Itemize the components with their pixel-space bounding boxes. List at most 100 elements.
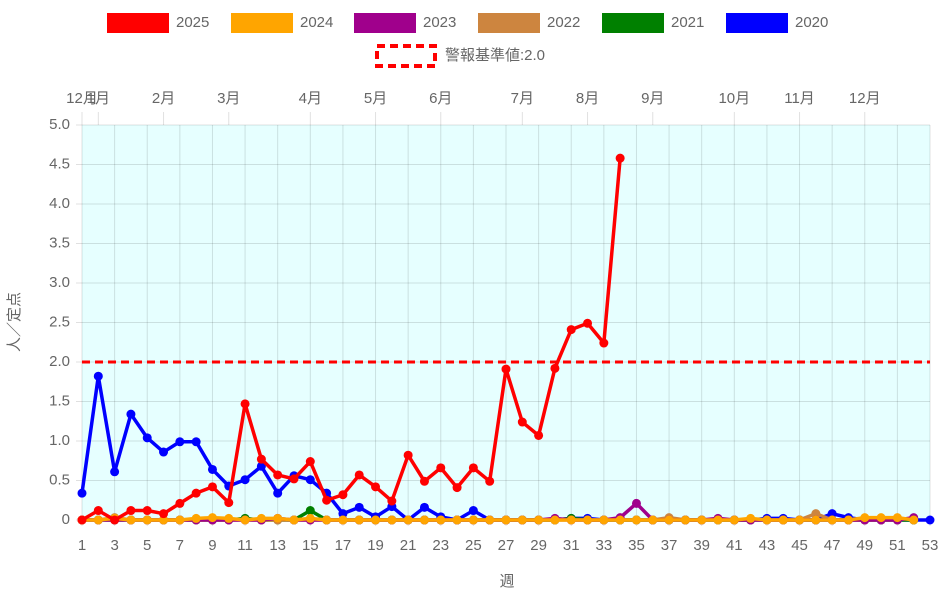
legend-label: 2023: [423, 14, 456, 31]
data-point: [631, 498, 641, 508]
legend-swatch: [726, 13, 788, 33]
x-tick-label: 33: [596, 537, 613, 554]
x2-tick-label: 7月: [511, 90, 534, 107]
x-tick-label: 5: [143, 537, 151, 554]
x-tick-label: 19: [367, 537, 384, 554]
x2-tick-label: 11月: [784, 90, 815, 107]
data-point: [175, 515, 185, 525]
data-point: [892, 513, 902, 523]
data-point: [403, 515, 413, 525]
data-point: [746, 513, 756, 523]
legend-swatch: [375, 44, 437, 68]
y-tick-label: 2.5: [49, 313, 70, 330]
data-point: [387, 515, 397, 525]
legend-label: 2022: [547, 14, 580, 31]
y-tick-label: 4.0: [49, 195, 70, 212]
data-point: [305, 475, 315, 485]
data-point: [240, 515, 250, 525]
data-point: [110, 515, 120, 525]
y-tick-label: 1.0: [49, 432, 70, 449]
data-point: [729, 515, 739, 525]
data-point: [289, 474, 299, 484]
x2-tick-label: 5月: [364, 90, 387, 107]
data-point: [811, 515, 821, 525]
data-point: [566, 515, 576, 525]
data-point: [273, 488, 283, 498]
data-point: [93, 371, 103, 381]
data-point: [534, 515, 544, 525]
data-point: [93, 515, 103, 525]
x2-tick-label: 12月: [66, 90, 98, 107]
x-tick-label: 43: [759, 537, 776, 554]
x2-tick-label: 9月: [641, 90, 664, 107]
data-point: [191, 488, 201, 498]
data-point: [322, 495, 332, 505]
data-point: [615, 515, 625, 525]
x2-tick-label: 8月: [576, 90, 599, 107]
x2-tick-label: 10月: [718, 90, 750, 107]
x-tick-label: 9: [208, 537, 216, 554]
x2-tick-label: 4月: [299, 90, 322, 107]
x2-tick-label: 6月: [429, 90, 452, 107]
data-point: [354, 502, 364, 512]
data-point: [338, 509, 348, 519]
data-point: [142, 506, 152, 516]
x-tick-label: 15: [302, 537, 319, 554]
legend-label: 2024: [300, 14, 333, 31]
data-point: [468, 506, 478, 516]
x-tick-label: 53: [922, 537, 939, 554]
data-point: [599, 515, 609, 525]
data-point: [126, 515, 136, 525]
data-point: [436, 515, 446, 525]
data-point: [534, 430, 544, 440]
data-point: [762, 515, 772, 525]
data-point: [615, 153, 625, 163]
data-point: [827, 509, 837, 519]
legend-label: 2021: [671, 14, 704, 31]
data-point: [583, 515, 593, 525]
data-point: [322, 515, 332, 525]
data-point: [305, 457, 315, 467]
data-point: [224, 498, 234, 508]
data-point: [517, 515, 527, 525]
data-point: [93, 506, 103, 516]
data-point: [778, 515, 788, 525]
data-point: [680, 515, 690, 525]
data-point: [419, 476, 429, 486]
data-point: [175, 498, 185, 508]
x-tick-label: 17: [335, 537, 352, 554]
x-tick-label: 25: [465, 537, 482, 554]
y-tick-label: 4.5: [49, 155, 70, 172]
plot-background: [82, 125, 930, 520]
data-point: [697, 515, 707, 525]
data-point: [876, 513, 886, 523]
data-point: [501, 364, 511, 374]
data-point: [142, 515, 152, 525]
x-tick-label: 3: [110, 537, 118, 554]
data-point: [175, 437, 185, 447]
data-point: [550, 515, 560, 525]
x2-tick-label: 3月: [217, 90, 240, 107]
data-point: [191, 513, 201, 523]
y-tick-label: 1.5: [49, 392, 70, 409]
data-point: [583, 318, 593, 328]
data-point: [403, 450, 413, 460]
data-point: [338, 490, 348, 500]
data-point: [713, 515, 723, 525]
legend-label: 2020: [795, 14, 828, 31]
data-point: [843, 515, 853, 525]
x-tick-label: 1: [78, 537, 86, 554]
x-tick-label: 7: [176, 537, 184, 554]
data-point: [338, 515, 348, 525]
data-point: [273, 513, 283, 523]
data-point: [664, 515, 674, 525]
data-point: [501, 515, 511, 525]
data-point: [305, 513, 315, 523]
series-line: [82, 515, 914, 522]
data-point: [648, 515, 658, 525]
x-tick-label: 13: [269, 537, 286, 554]
data-point: [631, 515, 641, 525]
data-point: [126, 506, 136, 516]
x-tick-label: 27: [498, 537, 515, 554]
